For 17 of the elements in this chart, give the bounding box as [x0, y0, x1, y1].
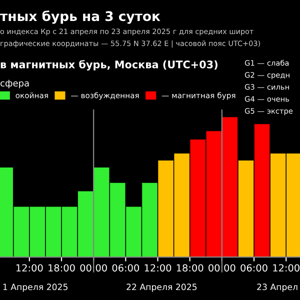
x-tick-label: 12:00	[273, 264, 300, 272]
chart-title: тных бурь на 3 суток	[0, 10, 160, 24]
text: 23 Апрел	[257, 284, 298, 292]
x-tick-label: 18:00	[176, 264, 204, 272]
x-tick-label: 06:00	[240, 264, 268, 272]
legend-title: сфера	[0, 80, 29, 88]
x-tick-label: 06:00	[112, 264, 140, 272]
x-tick-label: 00:00	[208, 264, 236, 272]
x-tick-label: 18:00	[48, 264, 75, 272]
text: 1 Апреля 2025	[3, 284, 68, 292]
x-tick-label: 00:00	[80, 264, 107, 272]
text: 22 Апреля 2025	[126, 284, 197, 292]
bar	[238, 160, 254, 258]
x-tick-label: 12:00	[144, 264, 172, 272]
x-tick-label: 12:00	[16, 264, 43, 272]
text: в магнитных бурь, Москва (UTC+03)	[0, 60, 218, 71]
bar	[254, 124, 270, 258]
